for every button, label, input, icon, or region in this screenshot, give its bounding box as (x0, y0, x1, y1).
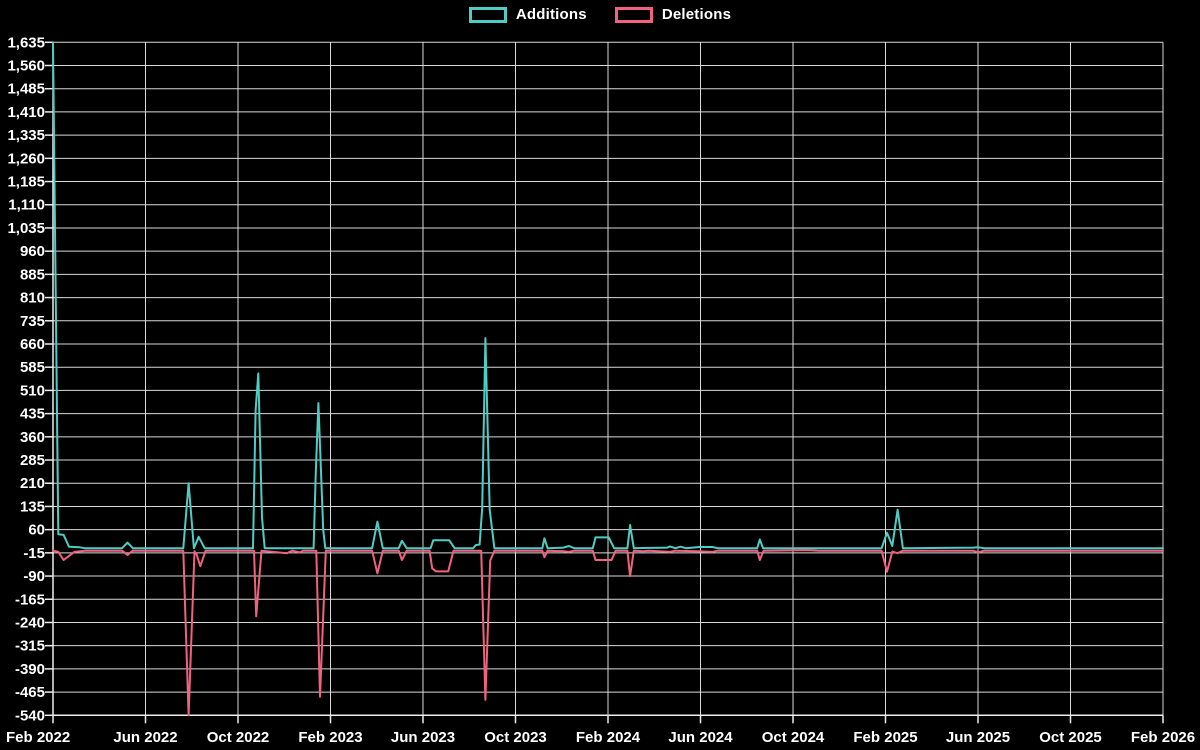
y-axis-tick-label: 1,485 (7, 81, 45, 98)
y-axis-tick-label: 585 (20, 359, 45, 376)
y-axis-tick-label: 1,635 (7, 34, 45, 51)
y-axis-tick-label: -240 (15, 614, 45, 631)
x-axis-tick-label: Jun 2025 (946, 729, 1010, 746)
x-axis-tick-label: Feb 2023 (298, 729, 362, 746)
legend-item-deletions[interactable]: Deletions (614, 6, 732, 23)
additions-swatch-icon (468, 6, 507, 23)
x-axis-tick-label: Oct 2023 (484, 729, 547, 746)
y-axis-tick-label: -465 (15, 684, 45, 701)
y-axis-tick-label: 360 (20, 429, 45, 446)
deletions-swatch-icon (614, 6, 653, 23)
y-axis-tick-label: -15 (23, 545, 45, 562)
y-axis-tick-label: 735 (20, 313, 45, 330)
y-axis-tick-label: 1,035 (7, 220, 45, 237)
y-axis-tick-label: 210 (20, 475, 45, 492)
x-axis-tick-label: Feb 2026 (1131, 729, 1195, 746)
y-axis-tick-label: -315 (15, 638, 45, 655)
y-axis-tick-label: 885 (20, 266, 45, 283)
additions-legend-label: Additions (515, 6, 587, 23)
x-axis-tick-label: Feb 2025 (853, 729, 917, 746)
y-axis-tick-label: 1,560 (7, 58, 45, 75)
x-axis-tick-label: Oct 2022 (207, 729, 270, 746)
x-axis-tick-label: Oct 2025 (1039, 729, 1102, 746)
legend-item-additions[interactable]: Additions (468, 6, 587, 23)
y-axis-tick-label: 1,410 (7, 104, 45, 121)
y-axis-tick-label: 435 (20, 406, 45, 423)
y-axis-tick-label: 660 (20, 336, 45, 353)
additions-line-series (52, 41, 1164, 550)
deletions-legend-label: Deletions (661, 6, 732, 23)
y-axis-tick-label: 60 (28, 522, 45, 539)
y-axis-tick-label: 135 (20, 498, 45, 515)
deletions-line-series (52, 549, 1164, 717)
y-axis-tick-label: -540 (15, 707, 45, 724)
chart-legend: Additions Deletions (0, 6, 1200, 23)
x-axis-tick-label: Jun 2022 (113, 729, 177, 746)
y-axis-tick-label: 1,260 (7, 150, 45, 167)
y-axis-tick-label: 510 (20, 382, 45, 399)
y-axis-tick-label: 960 (20, 243, 45, 260)
y-axis-tick-label: 285 (20, 452, 45, 469)
y-axis-tick-label: -165 (15, 591, 45, 608)
y-axis-tick-label: 1,185 (7, 174, 45, 191)
x-axis-tick-label: Jun 2024 (668, 729, 733, 746)
y-axis-tick-label: 1,335 (7, 127, 45, 144)
x-axis-tick-label: Jun 2023 (391, 729, 455, 746)
y-axis-tick-label: -90 (23, 568, 45, 585)
y-axis-tick-label: 810 (20, 290, 45, 307)
x-axis-tick-label: Oct 2024 (762, 729, 825, 746)
y-axis-tick-label: -390 (15, 661, 45, 678)
y-axis-tick-label: 1,110 (8, 197, 45, 214)
x-axis-tick-label: Feb 2024 (576, 729, 641, 746)
x-axis-tick-label: Feb 2022 (6, 729, 70, 746)
